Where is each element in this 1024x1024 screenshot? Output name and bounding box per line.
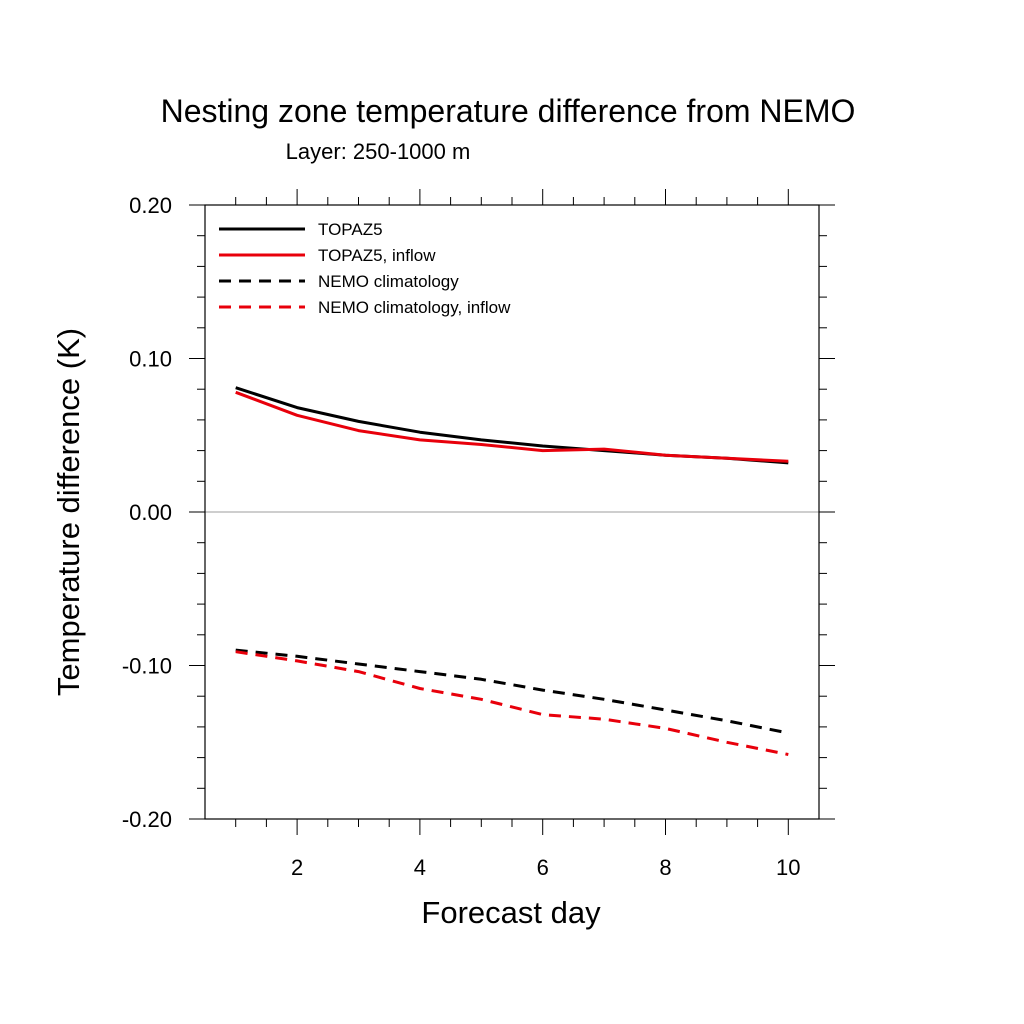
x-tick-label: 2 [291,855,303,880]
y-tick-label: -0.20 [122,807,172,832]
legend-label: TOPAZ5, inflow [318,246,436,265]
x-axis-label: Forecast day [421,895,601,930]
series-line-1 [235,386,789,465]
legend: TOPAZ5 TOPAZ5, inflow NEMO climatology NEMO… [219,220,511,317]
legend-label: NEMO climatology, inflow [318,298,511,317]
y-tick-label: 0.10 [129,347,172,372]
tick-labels: 2 4 6 8 10 -0.20 -0.10 0.00 0.10 0.20 [122,193,801,880]
y-tick-label: 0.00 [129,500,172,525]
minor-ticks [197,197,827,827]
legend-label: NEMO climatology [318,272,459,291]
x-tick-label: 4 [414,855,426,880]
series-line-3 [235,648,789,735]
y-tick-label: 0.20 [129,193,172,218]
chart-subtitle: Layer: 250-1000 m [286,139,471,164]
y-axis-label: Temperature difference (K) [51,328,86,696]
series-line-4 [235,650,789,756]
x-tick-label: 10 [776,855,800,880]
series-line-2 [235,390,789,463]
legend-label: TOPAZ5 [318,220,383,239]
x-tick-label: 8 [659,855,671,880]
x-tick-label: 6 [537,855,549,880]
major-ticks [189,189,835,835]
plot-frame [204,204,820,820]
y-tick-label: -0.10 [122,654,172,679]
series-lines [235,386,789,756]
chart-title: Nesting zone temperature difference from… [161,93,856,129]
